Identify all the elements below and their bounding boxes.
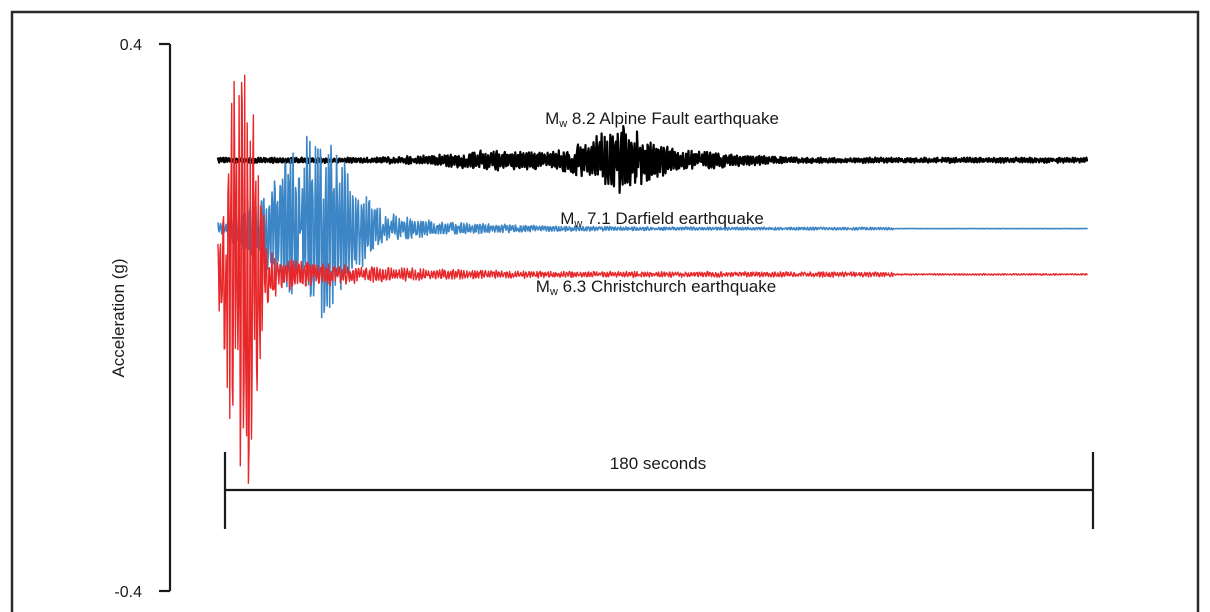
- scale-bar-label: 180 seconds: [610, 454, 706, 473]
- series-label-christchurch: Mw 6.3 Christchurch earthquake: [536, 277, 776, 298]
- trace-series-0: [216, 124, 1089, 194]
- traces-layer: [216, 74, 1089, 484]
- y-tick-label-bottom: -0.4: [114, 584, 142, 601]
- y-tick-label-top: 0.4: [120, 37, 142, 54]
- series-label-alpine: Mw 8.2 Alpine Fault earthquake: [545, 109, 779, 130]
- figure-frame: [10, 10, 1200, 612]
- time-scale-bar: 180 seconds: [223, 452, 1095, 529]
- trace-series-2: [217, 74, 1088, 484]
- y-axis-title: Acceleration (g): [109, 258, 128, 377]
- trace-series-1: [217, 135, 1088, 319]
- series-label-darfield: Mw 7.1 Darfield earthquake: [560, 209, 764, 230]
